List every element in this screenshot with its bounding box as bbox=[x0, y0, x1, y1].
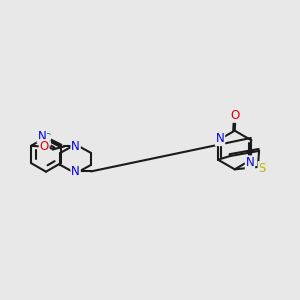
Text: N: N bbox=[71, 140, 80, 153]
Text: N: N bbox=[38, 130, 46, 143]
Text: C: C bbox=[42, 132, 50, 145]
Text: O: O bbox=[40, 140, 49, 153]
Text: N: N bbox=[216, 132, 224, 146]
Text: O: O bbox=[231, 109, 240, 122]
Text: S: S bbox=[258, 162, 266, 175]
Text: N: N bbox=[71, 165, 80, 178]
Text: N: N bbox=[246, 156, 254, 169]
